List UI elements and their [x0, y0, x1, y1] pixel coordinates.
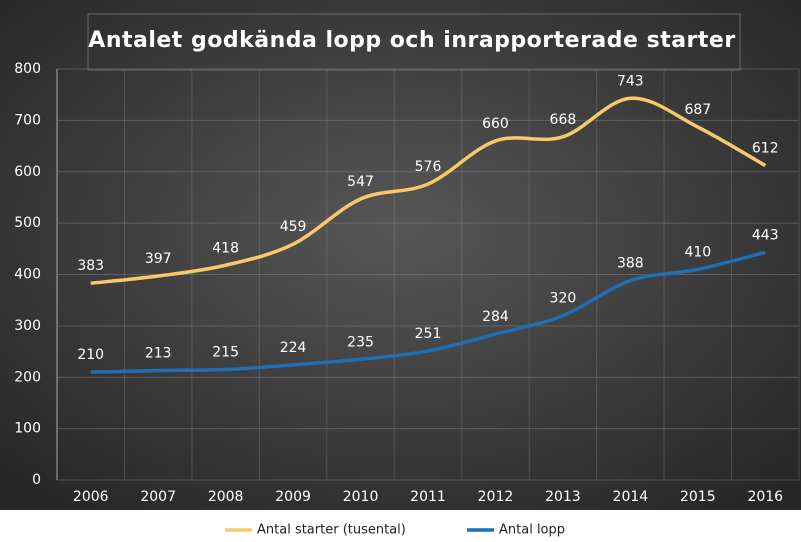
- data-label: 612: [752, 141, 779, 157]
- data-label: 397: [145, 251, 172, 267]
- data-label: 388: [617, 256, 644, 272]
- y-tick-label: 500: [14, 215, 41, 231]
- data-label: 320: [550, 291, 577, 307]
- data-label: 576: [415, 159, 442, 175]
- y-tick-label: 600: [14, 164, 41, 180]
- chart-title: Antalet godkända lopp och inrapporterade…: [88, 28, 735, 53]
- plot-background: [0, 0, 801, 510]
- y-tick-label: 100: [14, 421, 41, 437]
- data-label: 743: [617, 73, 644, 89]
- x-tick-label: 2009: [275, 489, 311, 505]
- data-label: 660: [482, 116, 509, 132]
- data-label: 547: [347, 174, 374, 190]
- data-label: 410: [684, 244, 711, 260]
- data-label: 284: [482, 309, 509, 325]
- data-label: 459: [280, 219, 307, 235]
- data-label: 687: [684, 102, 711, 118]
- data-label: 235: [347, 334, 374, 350]
- y-tick-label: 200: [14, 369, 41, 385]
- legend-label: Antal starter (tusental): [257, 523, 406, 538]
- x-tick-label: 2012: [478, 489, 514, 505]
- data-label: 213: [145, 346, 172, 362]
- data-label: 443: [752, 227, 779, 243]
- x-tick-label: 2006: [73, 489, 109, 505]
- x-tick-label: 2007: [140, 489, 176, 505]
- data-label: 668: [550, 112, 577, 128]
- x-tick-label: 2016: [747, 489, 783, 505]
- title-box: [87, 13, 741, 71]
- data-label: 251: [415, 326, 442, 342]
- data-label: 383: [77, 258, 104, 274]
- y-tick-label: 800: [14, 61, 41, 77]
- y-tick-label: 700: [14, 112, 41, 128]
- y-tick-label: 300: [14, 318, 41, 334]
- x-tick-label: 2014: [613, 489, 649, 505]
- x-tick-label: 2008: [208, 489, 244, 505]
- x-tick-label: 2011: [410, 489, 446, 505]
- x-tick-label: 2015: [680, 489, 716, 505]
- data-label: 215: [212, 345, 239, 361]
- x-tick-label: 2013: [545, 489, 581, 505]
- y-tick-label: 0: [32, 472, 41, 488]
- legend-label: Antal lopp: [499, 523, 565, 538]
- series-line: [90, 250, 766, 374]
- y-tick-label: 400: [14, 267, 41, 283]
- series-line: [90, 96, 767, 285]
- data-label: 210: [77, 347, 104, 363]
- data-label: 418: [212, 240, 239, 256]
- data-label: 224: [280, 340, 307, 356]
- x-tick-label: 2010: [343, 489, 379, 505]
